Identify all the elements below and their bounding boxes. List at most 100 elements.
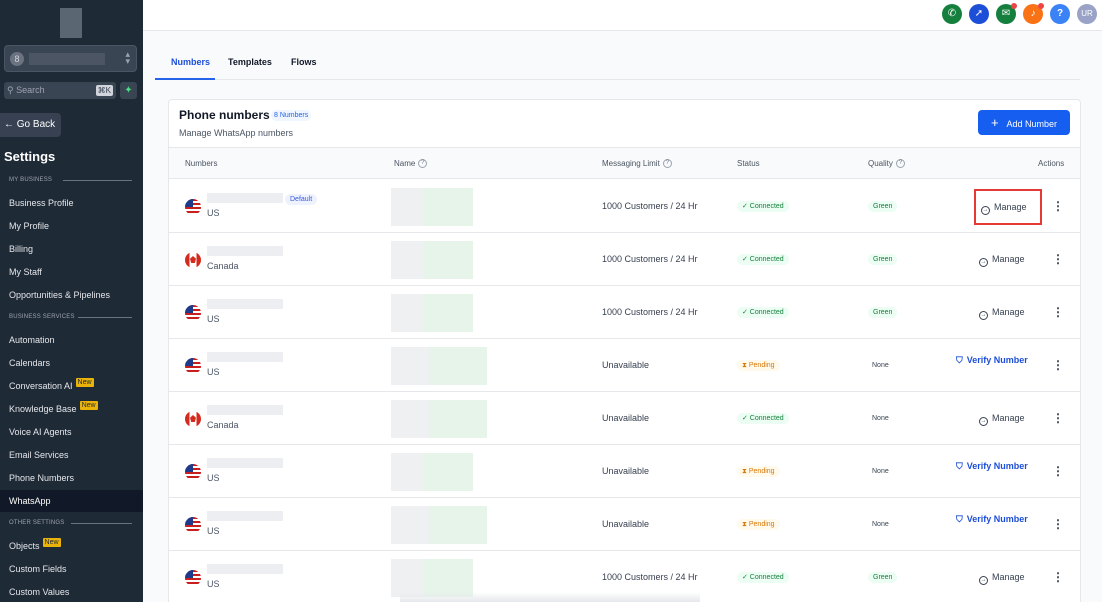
more-options-icon[interactable]: ⋮	[1052, 199, 1064, 213]
tab-flows[interactable]: Flows	[291, 57, 317, 67]
manage-button[interactable]: → Manage	[975, 409, 1029, 427]
arrow-right-circle-icon: →	[979, 417, 988, 426]
user-avatar[interactable]: UR	[1077, 4, 1097, 24]
messaging-limit: Unavailable	[602, 519, 650, 529]
table-row: US 1000 Customers / 24 Hr ✓ Connected Gr…	[169, 286, 1080, 339]
account-name-redacted	[29, 53, 105, 65]
tab-templates[interactable]: Templates	[228, 57, 272, 67]
header-name-label: Name	[394, 159, 416, 168]
add-number-button[interactable]: + Add Number	[978, 110, 1070, 135]
account-avatar: 8	[10, 52, 24, 66]
help-icon[interactable]: ?	[1050, 4, 1070, 24]
number-redacted	[207, 246, 283, 256]
sidebar-item-conversation-ai[interactable]: Conversation AI New	[9, 378, 94, 391]
table-row: Canada Unavailable ✓ Connected None → Man…	[169, 392, 1080, 445]
manage-button[interactable]: → Manage	[974, 189, 1042, 225]
sidebar-item-voice-ai-agents[interactable]: Voice AI Agents	[9, 427, 72, 437]
scroll-shadow	[400, 592, 700, 602]
name-redacted	[391, 400, 487, 438]
shield-check-icon: ⛉	[956, 461, 963, 471]
help-icon[interactable]: ?	[418, 159, 428, 169]
manage-button[interactable]: → Manage	[975, 250, 1029, 268]
section-other-settings: OTHER SETTINGS	[9, 520, 134, 526]
search-input[interactable]: ⚲ Search ⌘K	[4, 82, 116, 99]
more-options-icon[interactable]: ⋮	[1052, 358, 1064, 372]
us-flag-icon	[185, 305, 201, 321]
header-status: Status	[737, 159, 760, 168]
us-flag-icon	[185, 464, 201, 480]
account-switcher[interactable]: 8 ▴ ▾	[4, 45, 137, 72]
status-badge: ✓ Connected	[737, 572, 789, 583]
numbers-count-badge: 8 Numbers	[271, 110, 312, 121]
settings-title: Settings	[4, 149, 56, 164]
bell-icon[interactable]: ♪	[1023, 3, 1044, 24]
tab-divider	[155, 79, 1080, 80]
sidebar-item-email-services[interactable]: Email Services	[9, 450, 69, 460]
arrow-right-circle-icon: →	[981, 206, 990, 215]
more-options-icon[interactable]: ⋮	[1052, 464, 1064, 478]
status-badge: ⧗ Pending	[737, 519, 780, 530]
quality-badge: Green	[868, 201, 898, 212]
status-badge: ✓ Connected	[737, 201, 789, 212]
sidebar-item-custom-values[interactable]: Custom Values	[9, 587, 70, 597]
sidebar-item-knowledge-base[interactable]: Knowledge Base New	[9, 401, 98, 414]
messaging-limit: 1000 Customers / 24 Hr	[602, 254, 698, 264]
verify-number-button[interactable]: ⛉ Verify Number	[956, 355, 1028, 366]
more-options-icon[interactable]: ⋮	[1052, 411, 1064, 425]
manage-button[interactable]: → Manage	[975, 568, 1029, 586]
name-redacted	[391, 188, 473, 226]
sidebar-item-calendars[interactable]: Calendars	[9, 358, 51, 368]
sidebar-item-my-profile[interactable]: My Profile	[9, 221, 50, 231]
arrow-right-circle-icon: →	[979, 311, 988, 320]
search-placeholder: Search	[16, 85, 45, 95]
arrow-right-circle-icon: →	[979, 258, 988, 267]
messaging-limit: 1000 Customers / 24 Hr	[602, 307, 698, 317]
number-redacted	[207, 193, 283, 203]
section-my-business: MY BUSINESS	[9, 177, 133, 183]
quality-badge: None	[872, 521, 889, 528]
sidebar-item-my-staff[interactable]: My Staff	[9, 267, 42, 277]
rocket-icon[interactable]: ➚	[969, 4, 989, 24]
go-back-button[interactable]: ← Go Back	[0, 113, 61, 137]
help-icon[interactable]: ?	[895, 159, 905, 169]
sidebar: 8 ▴ ▾ ⚲ Search ⌘K ✦ ← Go Back Settings MY…	[0, 0, 143, 602]
manage-button[interactable]: → Manage	[975, 303, 1029, 321]
header-quality: Quality?	[868, 159, 905, 169]
country-label: US	[207, 314, 220, 324]
sidebar-item-label: Conversation AI	[9, 381, 73, 391]
sidebar-item-automation[interactable]: Automation	[9, 335, 55, 345]
number-redacted	[207, 458, 283, 468]
manage-label: Manage	[994, 202, 1027, 212]
table-header: Numbers Name? Messaging Limit? Status Qu…	[169, 147, 1080, 179]
sparkle-icon[interactable]: ✦	[120, 82, 137, 99]
more-options-icon[interactable]: ⋮	[1052, 570, 1064, 584]
sidebar-item-phone-numbers[interactable]: Phone Numbers	[9, 473, 75, 483]
sidebar-item-objects[interactable]: Objects New	[9, 538, 61, 551]
sidebar-item-whatsapp[interactable]: WhatsApp	[0, 490, 143, 512]
sidebar-item-custom-fields[interactable]: Custom Fields	[9, 564, 67, 574]
verify-number-button[interactable]: ⛉ Verify Number	[956, 461, 1028, 472]
phone-icon[interactable]: ✆	[942, 4, 962, 24]
sidebar-item-business-profile[interactable]: Business Profile	[9, 198, 74, 208]
notification-dot	[1038, 3, 1044, 9]
us-flag-icon	[185, 570, 201, 586]
name-redacted	[391, 453, 473, 491]
more-options-icon[interactable]: ⋮	[1052, 517, 1064, 531]
sidebar-item-opportunities[interactable]: Opportunities & Pipelines	[9, 290, 111, 300]
table-row: US Unavailable ⧗ Pending None ⛉ Verify Nu…	[169, 498, 1080, 551]
tab-numbers[interactable]: Numbers	[171, 57, 211, 67]
table-row: Canada 1000 Customers / 24 Hr ✓ Connecte…	[169, 233, 1080, 286]
tab-active-indicator	[155, 78, 215, 80]
megaphone-icon[interactable]: ✉	[996, 3, 1017, 24]
quality-badge: Green	[868, 254, 898, 265]
status-badge: ⧗ Pending	[737, 466, 780, 477]
sidebar-item-billing[interactable]: Billing	[9, 244, 34, 254]
us-flag-icon	[185, 199, 201, 215]
status-badge: ✓ Connected	[737, 413, 789, 424]
table-row: US Default 1000 Customers / 24 Hr ✓ Conn…	[169, 180, 1080, 233]
help-icon[interactable]: ?	[662, 159, 672, 169]
more-options-icon[interactable]: ⋮	[1052, 305, 1064, 319]
shield-check-icon: ⛉	[956, 355, 963, 365]
more-options-icon[interactable]: ⋮	[1052, 252, 1064, 266]
verify-number-button[interactable]: ⛉ Verify Number	[956, 514, 1028, 525]
